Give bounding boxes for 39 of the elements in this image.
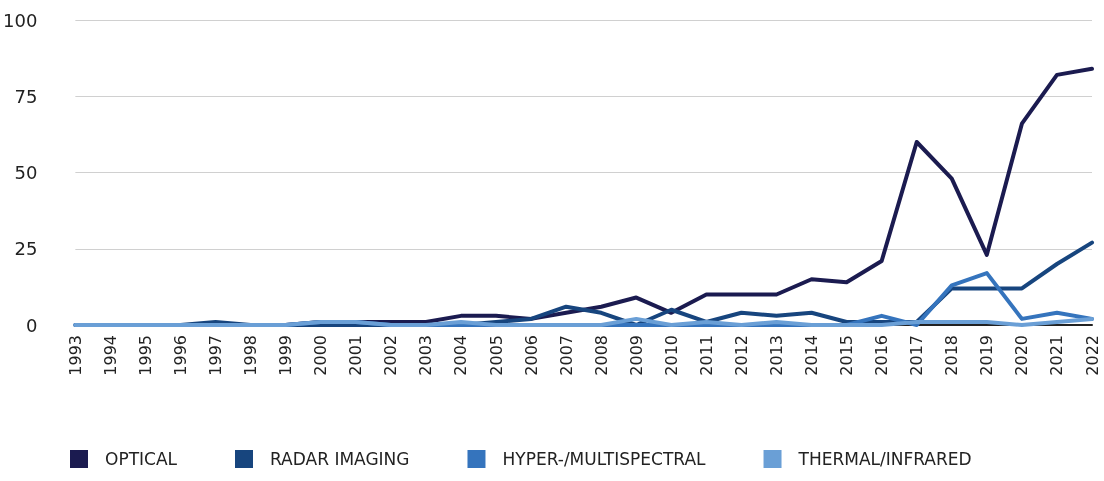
y-tick-label: 0 (25, 314, 38, 336)
y-tick-label: 25 (14, 238, 38, 260)
x-tick-label: 2014 (802, 335, 822, 376)
x-tick-label: 2008 (591, 335, 611, 376)
x-tick-label: 2000 (311, 335, 331, 376)
legend-label: THERMAL/INFRARED (797, 449, 972, 469)
y-tick-label: 100 (3, 9, 38, 31)
x-tick-label: 2001 (346, 335, 366, 376)
x-tick-label: 1998 (241, 335, 261, 376)
x-tick-label: 2010 (661, 335, 681, 376)
x-tick-label: 1996 (171, 335, 191, 376)
x-tick-label: 2003 (416, 335, 436, 376)
x-tick-label: 2011 (696, 335, 716, 376)
legend-label: RADAR IMAGING (270, 449, 410, 469)
x-tick-label: 2004 (451, 335, 471, 376)
y-tick-label: 75 (14, 85, 38, 107)
x-tick-label: 2019 (977, 335, 997, 376)
x-tick-label: 1994 (100, 335, 120, 376)
x-tick-label: 2021 (1047, 335, 1067, 376)
x-tick-label: 2006 (521, 335, 541, 376)
x-tick-label: 2022 (1082, 335, 1102, 376)
x-tick-label: 2007 (556, 335, 576, 376)
x-tick-label: 2013 (766, 335, 786, 376)
x-tick-label: 2012 (731, 335, 751, 376)
x-tick-label: 2017 (907, 335, 927, 376)
x-tick-label: 2016 (872, 335, 892, 376)
x-tick-label: 2002 (381, 335, 401, 376)
x-tick-label: 1993 (65, 335, 85, 376)
x-tick-label: 2020 (1012, 335, 1032, 376)
x-tick-label: 1995 (135, 335, 155, 376)
x-tick-label: 2015 (837, 335, 857, 376)
x-tick-label: 1999 (276, 335, 296, 376)
x-tick-label: 2009 (626, 335, 646, 376)
legend-label: HYPER-/MULTISPECTRAL (502, 449, 707, 469)
legend-label: OPTICAL (105, 449, 178, 469)
x-tick-label: 2018 (942, 335, 962, 376)
x-tick-label: 1997 (206, 335, 226, 376)
x-tick-label: 2005 (486, 335, 506, 376)
y-tick-label: 50 (14, 162, 38, 183)
